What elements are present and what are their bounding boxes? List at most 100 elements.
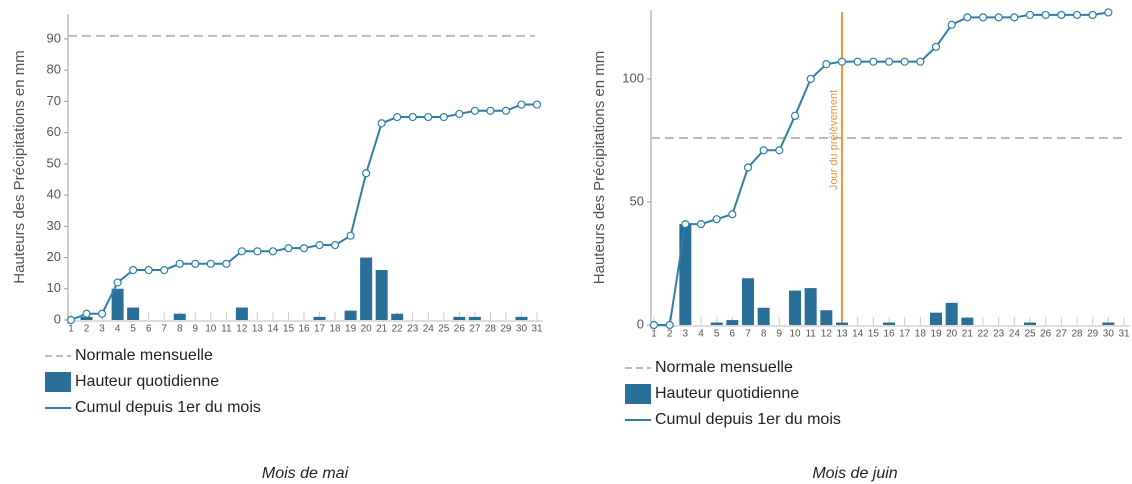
bar — [80, 316, 93, 320]
bar — [757, 307, 770, 325]
legend-label: Cumul depuis 1er du mois — [655, 411, 841, 428]
bar — [375, 270, 388, 320]
legend-label: Normale mensuelle — [75, 347, 213, 364]
y-tick-label: 20 — [47, 249, 61, 264]
legend-swatch — [625, 384, 651, 404]
x-tick-label: 2 — [84, 324, 90, 335]
line-point — [1025, 10, 1035, 20]
bar — [1024, 322, 1036, 325]
x-tick-label: 3 — [683, 329, 689, 340]
line-point — [759, 146, 768, 155]
x-tick-label: 5 — [130, 324, 136, 335]
legend-label: Hauteur quotidienne — [75, 373, 219, 390]
line-point — [284, 244, 293, 253]
line-point — [696, 220, 706, 229]
line-point — [66, 315, 76, 325]
x-tick-label: 20 — [361, 324, 373, 335]
x-tick-label: 10 — [205, 324, 217, 335]
x-tick-label: 25 — [438, 324, 450, 335]
bar — [344, 310, 357, 320]
line-point — [900, 57, 909, 66]
line-point — [268, 247, 278, 256]
x-tick-label: 18 — [330, 324, 342, 335]
y-tick-label: 50 — [47, 155, 61, 170]
x-tick-label: 3 — [99, 324, 105, 335]
x-tick-label: 18 — [915, 329, 927, 340]
x-tick-label: 26 — [454, 324, 466, 335]
line-point — [790, 111, 800, 120]
line-point — [315, 240, 324, 250]
line-point — [113, 278, 122, 287]
x-tick-label: 8 — [177, 324, 183, 335]
legend-label: Normale mensuelle — [655, 359, 793, 376]
line-point — [424, 112, 433, 122]
bar — [1102, 322, 1115, 325]
x-tick-label: 9 — [777, 329, 783, 340]
y-axis-label: Hauteurs des Précipitations en mm — [591, 51, 608, 284]
line-point — [501, 106, 511, 115]
x-tick-label: 12 — [821, 329, 833, 340]
line-point — [532, 100, 542, 109]
bar — [742, 278, 754, 325]
y-tick-label: 0 — [637, 316, 644, 331]
x-tick-label: 1 — [651, 329, 657, 340]
x-tick-label: 30 — [516, 324, 528, 335]
y-tick-label: 100 — [622, 70, 644, 85]
legend-label: Hauteur quotidienne — [655, 385, 799, 402]
bar — [468, 316, 481, 320]
line-point — [665, 320, 674, 330]
bar — [127, 307, 140, 320]
x-tick-label: 20 — [946, 329, 958, 340]
line-point — [1104, 8, 1113, 17]
line-point — [649, 320, 659, 330]
bar — [453, 316, 466, 320]
line-point — [916, 57, 925, 66]
x-tick-label: 7 — [745, 329, 751, 340]
line-point — [1010, 13, 1019, 22]
line-point — [144, 265, 153, 275]
line-point — [439, 112, 448, 122]
bar — [945, 302, 958, 325]
line-point — [175, 259, 184, 268]
x-tick-label: 23 — [993, 329, 1005, 340]
bar — [360, 257, 373, 320]
annotation-label: Jour du prélèvement — [828, 90, 840, 190]
x-tick-label: 14 — [267, 324, 279, 335]
line-point — [160, 265, 169, 275]
x-tick-label: 29 — [500, 324, 512, 335]
bar — [961, 317, 974, 325]
bar — [836, 322, 848, 325]
x-tick-label: 15 — [283, 324, 295, 335]
y-tick-label: 60 — [47, 124, 61, 139]
legend-label: Cumul depuis 1er du mois — [75, 399, 261, 416]
x-tick-label: 9 — [192, 324, 198, 335]
x-tick-label: 19 — [930, 329, 942, 340]
x-tick-label: 13 — [252, 324, 264, 335]
line-point — [393, 112, 402, 122]
line-point — [470, 106, 479, 115]
x-tick-label: 22 — [977, 329, 989, 340]
x-tick-label: 16 — [298, 324, 310, 335]
line-point — [884, 57, 894, 66]
y-axis-label: Hauteurs des Précipitations en mm — [11, 50, 28, 283]
line-point — [253, 247, 262, 256]
y-tick-label: 0 — [54, 311, 61, 326]
x-tick-label: 17 — [899, 329, 911, 340]
line-point — [869, 57, 878, 66]
x-tick-label: 2 — [667, 329, 673, 340]
bar — [679, 224, 692, 325]
line-point — [191, 259, 200, 268]
x-tick-label: 19 — [345, 324, 357, 335]
caption: Mois de juin — [812, 465, 897, 482]
cumulative-line — [70, 103, 537, 321]
line-point — [455, 109, 464, 119]
bar — [111, 288, 124, 320]
line-point — [237, 247, 246, 256]
x-tick-label: 14 — [852, 329, 864, 340]
x-tick-label: 27 — [469, 324, 481, 335]
x-tick-label: 31 — [1118, 329, 1130, 340]
bar — [804, 288, 817, 325]
x-tick-label: 29 — [1087, 329, 1099, 340]
legend-swatch — [45, 372, 71, 392]
